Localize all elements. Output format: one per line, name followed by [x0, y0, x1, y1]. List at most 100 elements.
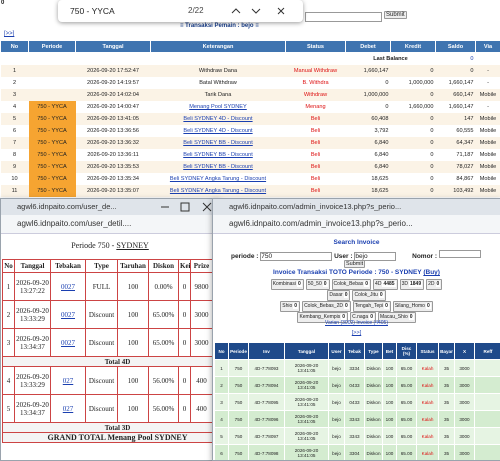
column-header: Debet — [346, 41, 391, 53]
find-controls[interactable] — [228, 5, 298, 17]
cell: Mobile — [476, 185, 500, 197]
prev-icon[interactable] — [232, 9, 240, 13]
cell: Discount — [86, 367, 118, 395]
url-bar[interactable]: agwl6.idnpaito.com/admin_invoice13.php?s… — [213, 215, 500, 234]
cell: Beli SYDNEY 4D - Discount — [151, 113, 286, 125]
cell: 750 - YYCA — [29, 173, 76, 185]
cell: 0 — [436, 65, 476, 77]
cell: 3000 — [455, 428, 475, 445]
button-label: Colok_Bebas — [334, 281, 364, 287]
cell: 2026-09-20 13:36:11 — [76, 149, 151, 161]
cell: 3000 — [455, 377, 475, 394]
button-label: 2D — [428, 281, 434, 287]
cell: 11 — [1, 185, 29, 197]
cell: 750 — [229, 377, 249, 394]
nav-link[interactable]: [>>] — [4, 31, 14, 37]
nomor-input[interactable] — [439, 250, 481, 258]
cell: 100 — [118, 329, 149, 357]
varian-link[interactable]: Varian (3002) Invoice (4405) — [213, 320, 500, 326]
cell: 0027 — [51, 329, 86, 357]
next-icon[interactable] — [252, 9, 260, 13]
close-icon[interactable] — [278, 8, 284, 14]
cell: 0 — [179, 395, 191, 423]
invoice-title: Invoice Transaksi TOTO Periode : 750 - S… — [213, 269, 500, 276]
cell: Beli — [286, 185, 346, 197]
cell: 750 - YYCA — [29, 113, 76, 125]
button-count: 0 — [379, 292, 384, 298]
find-query[interactable]: 750 - YYCA — [70, 6, 115, 16]
cell: 660,147 — [436, 89, 476, 101]
cell: Tarik Dana — [151, 89, 286, 101]
cell: 3334 — [345, 360, 365, 377]
submit-button[interactable]: Submit — [344, 260, 365, 268]
button-label: Tengah_Tepi — [355, 303, 383, 309]
heading-link[interactable]: SYDNEY — [116, 241, 148, 250]
cell: 3 — [1, 89, 29, 101]
column-header: Bet — [383, 343, 397, 360]
url-bar[interactable]: agwl6.idnpaito.com/user_detil.... — [1, 215, 219, 234]
cell: - — [476, 65, 500, 77]
cell: 35 — [439, 360, 455, 377]
left-window: agwl6.idnpaito.com/user_de... agwl6.idnp… — [0, 198, 220, 461]
submit-button[interactable]: Submit — [384, 11, 407, 19]
cell: Batal Withdraw — [151, 77, 286, 89]
cell: - — [476, 101, 500, 113]
window-controls[interactable] — [159, 202, 217, 212]
button-count: 0 — [364, 281, 369, 287]
cell: 9800 — [191, 273, 213, 301]
cell: 1 — [1, 65, 29, 77]
cell: Beli SYDNEY BB - Discount — [151, 137, 286, 149]
cell: 60,408 — [346, 113, 391, 125]
cell: Discount — [86, 395, 118, 423]
cell: 1 — [215, 360, 229, 377]
button-count: 1849 — [409, 281, 422, 287]
cell: 8 — [1, 149, 29, 161]
cell: 5 — [215, 428, 229, 445]
button-label: Colok_Jitu — [354, 292, 377, 298]
buy-link[interactable]: (Buy) — [423, 269, 440, 276]
cell — [476, 53, 500, 66]
column-header: X — [455, 343, 475, 360]
column-header: Status — [286, 41, 346, 53]
cell: 84,867 — [436, 173, 476, 185]
column-header: User — [329, 343, 345, 360]
cell: 100 — [118, 395, 149, 423]
cell: Diskon — [365, 394, 383, 411]
cell: 4 — [215, 411, 229, 428]
cell: 2026-09-20 13:41:05 — [285, 394, 329, 411]
periode-input[interactable]: 750 — [260, 252, 332, 261]
cell: 0027 — [51, 301, 86, 329]
total-row: Total 3D — [3, 423, 221, 433]
cell: FULL — [86, 273, 118, 301]
column-header: Keterangan — [151, 41, 286, 53]
cell: 2026-09-20 13:27:22 — [15, 273, 51, 301]
column-header: Kei — [179, 260, 191, 273]
cell: 2026-09-20 13:34:37 — [15, 329, 51, 357]
cell: 750 - YYCA — [29, 137, 76, 149]
cell: Mobile — [476, 89, 500, 101]
button-count: 0 — [297, 281, 302, 287]
cell: 2026-09-20 14:19:57 — [76, 77, 151, 89]
cell: Discount — [86, 329, 118, 357]
grand-total-row: GRAND TOTAL Menang Pool SYDNEY — [3, 433, 221, 443]
search-input[interactable] — [305, 12, 382, 22]
nav-link[interactable]: [>>] — [213, 330, 500, 336]
